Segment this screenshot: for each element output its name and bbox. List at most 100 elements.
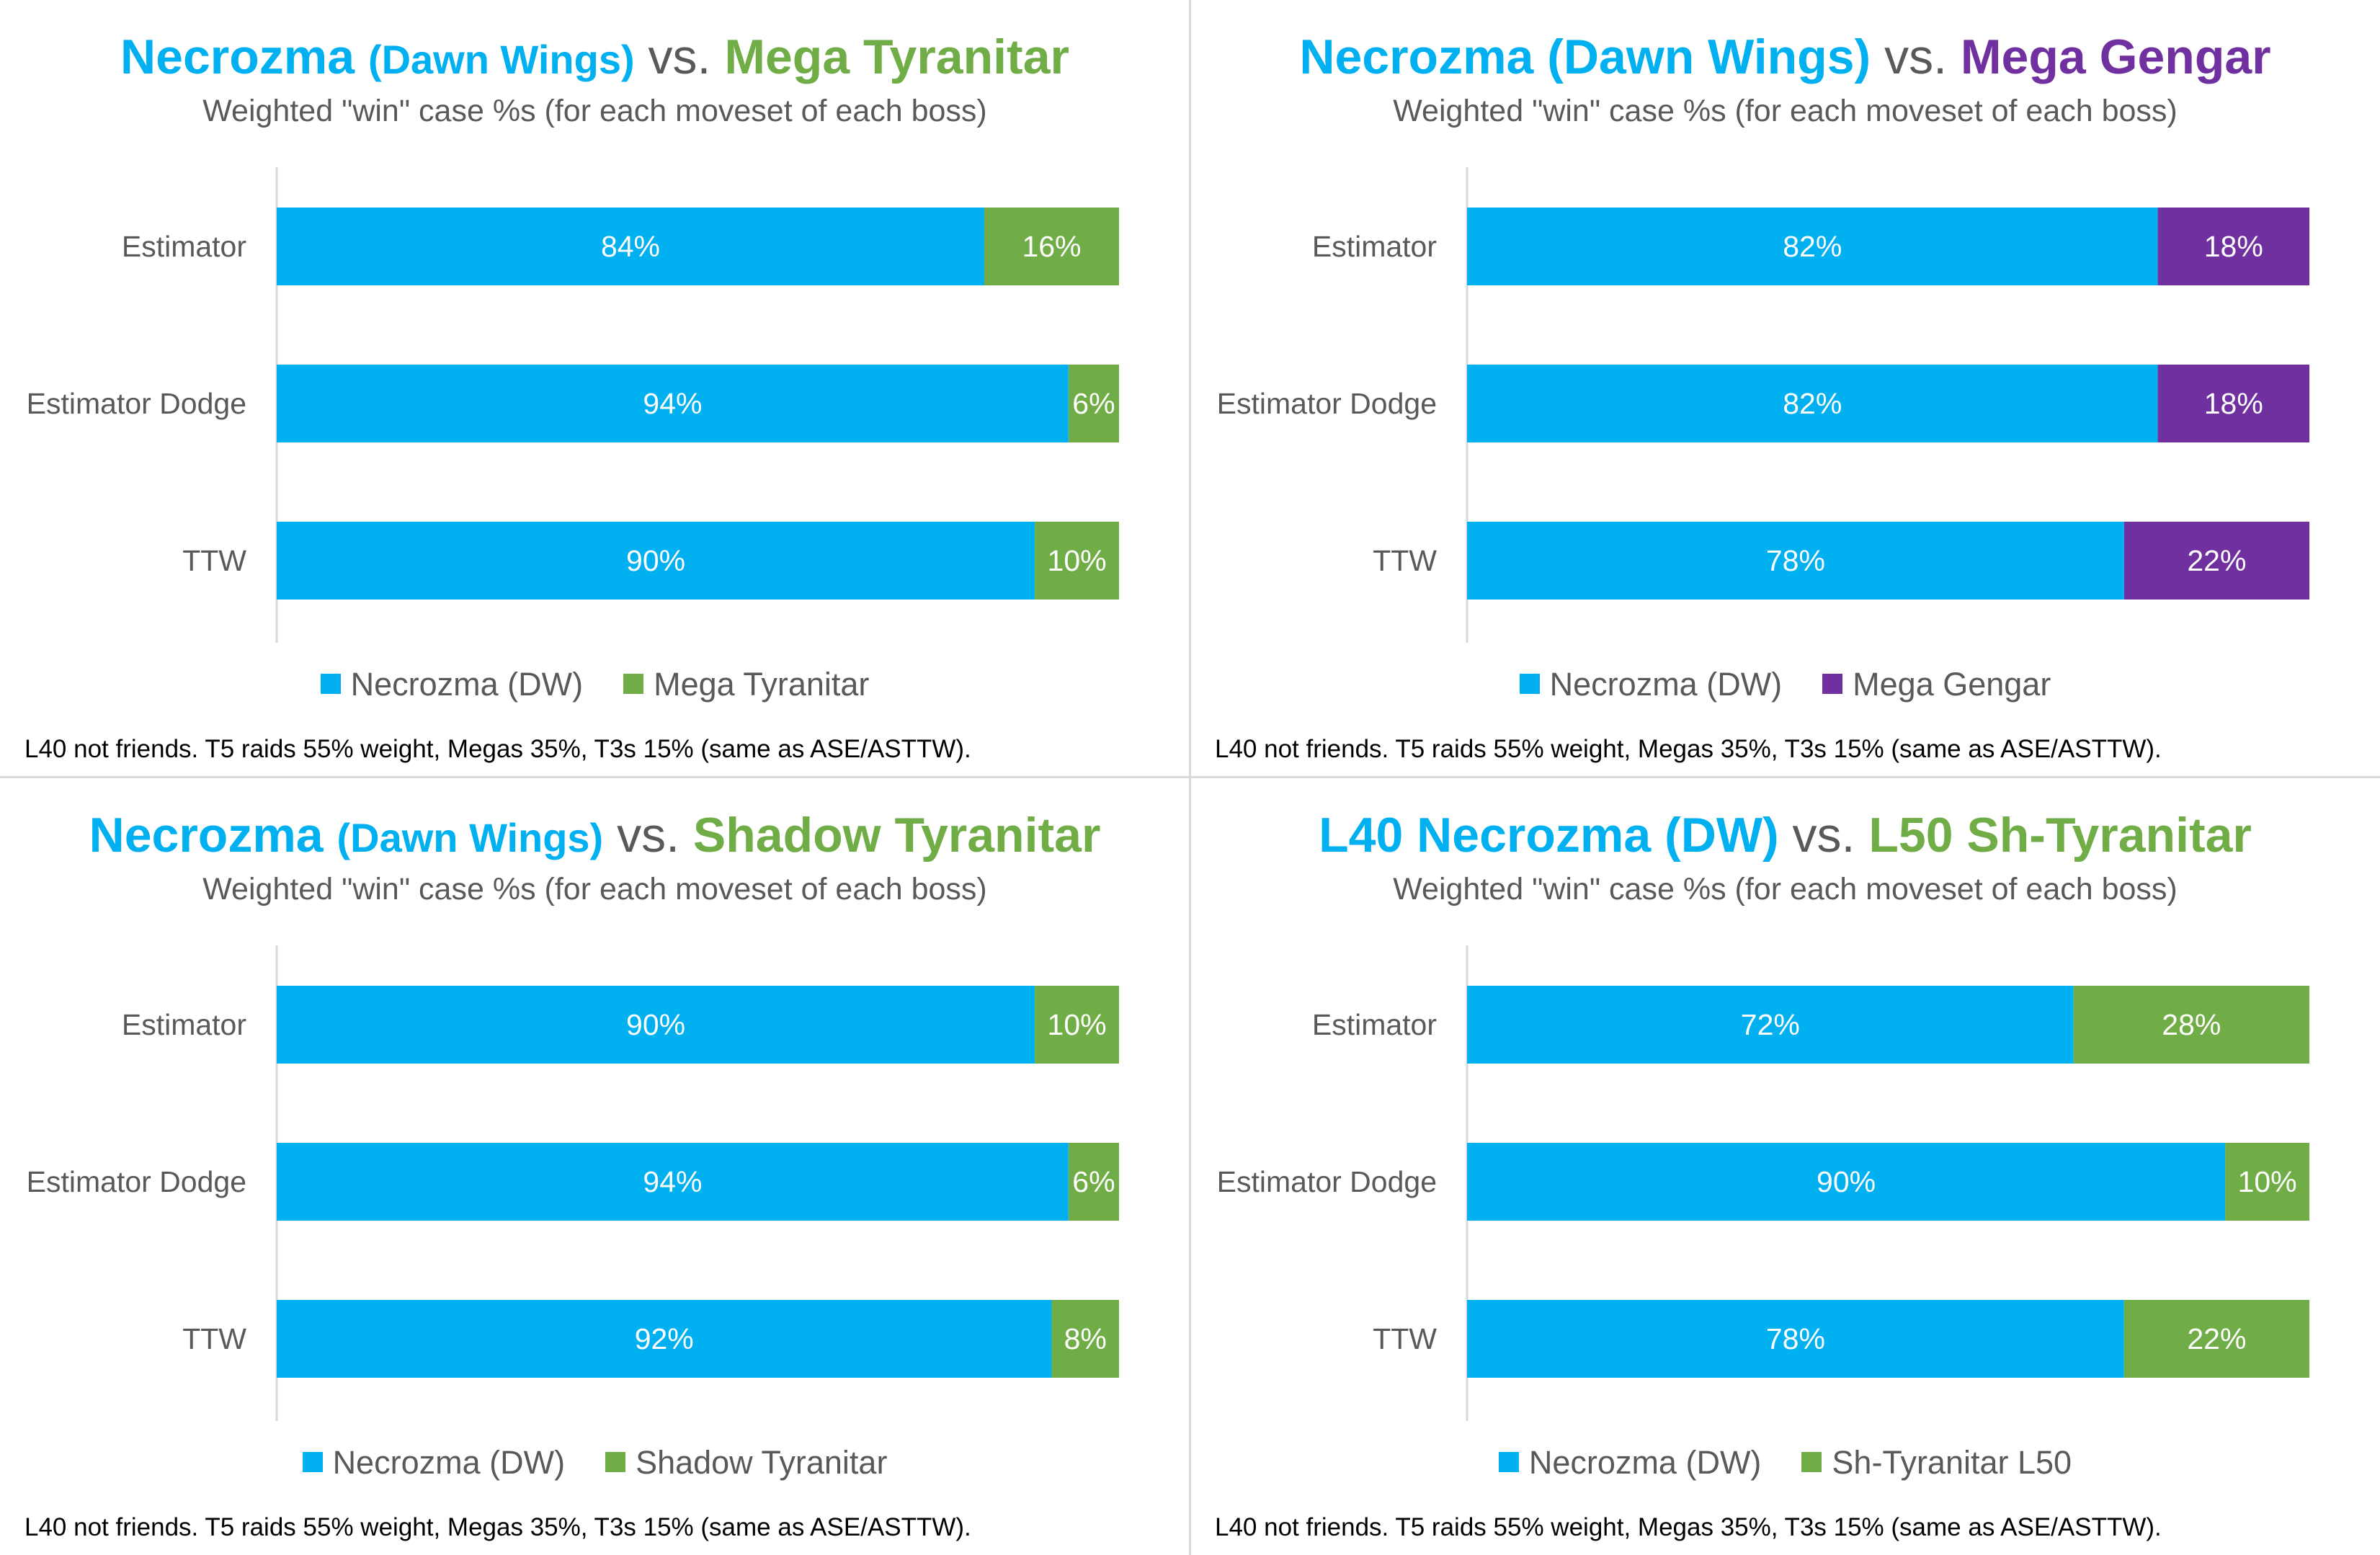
legend-label: Mega Tyranitar <box>654 666 870 703</box>
bar-segment <box>277 1143 1069 1221</box>
bar-segment <box>277 986 1035 1064</box>
chart-title-part: Necrozma <box>89 808 337 863</box>
data-label: 82% <box>1783 387 1842 420</box>
legend-label: Necrozma (DW) <box>1549 666 1783 703</box>
legend-swatch <box>1801 1452 1822 1473</box>
legend-item: Sh-Tyranitar L50 <box>1801 1444 2072 1482</box>
category-label: Estimator <box>1312 230 1437 263</box>
chart-legend: Necrozma (DW) Mega Tyranitar <box>0 666 1190 703</box>
chart-footnote: L40 not friends. T5 raids 55% weight, Me… <box>24 1513 971 1541</box>
chart-legend: Necrozma (DW) Shadow Tyranitar <box>0 1444 1190 1482</box>
data-label: 28% <box>2162 1008 2221 1041</box>
bar-segment <box>984 208 1119 285</box>
legend-label: Shadow Tyranitar <box>636 1444 888 1481</box>
legend-label: Necrozma (DW) <box>332 1444 566 1481</box>
chart-panel-necrozma-vs-mega-tyranitar: Necrozma (Dawn Wings) vs. Mega Tyranitar… <box>0 0 1190 777</box>
data-label: 94% <box>643 387 702 420</box>
data-label: 90% <box>1817 1165 1876 1198</box>
chart-panel-necrozma-vs-mega-gengar: Necrozma (Dawn Wings) vs. Mega Gengar Wei… <box>1190 0 2380 777</box>
legend-item: Necrozma (DW) <box>302 1444 566 1482</box>
chart-panel-necrozma-vs-shadow-tyranitar: Necrozma (Dawn Wings) vs. Shadow Tyranit… <box>0 778 1190 1555</box>
legend-swatch <box>320 674 341 695</box>
chart-title-part: L40 Necrozma (DW) <box>1319 808 1779 863</box>
category-label: TTW <box>182 1322 246 1355</box>
bar-segment <box>1467 986 2074 1064</box>
stacked-bar-chart: Estimator 82% 18% Estimator Dodge 82% 18% TTW 7… <box>1217 167 2309 643</box>
stacked-bar-chart: Estimator 84% 16% Estimator Dodge 94% 6% TTW 90… <box>27 167 1119 643</box>
legend-swatch <box>1822 674 1843 695</box>
bar-segment <box>1467 208 2158 285</box>
legend-swatch <box>302 1452 323 1473</box>
chart-footnote: L40 not friends. T5 raids 55% weight, Me… <box>24 735 971 763</box>
legend-item: Necrozma (DW) <box>320 666 583 703</box>
bar-segment <box>2123 522 2309 600</box>
legend-item: Mega Gengar <box>1822 666 2051 703</box>
category-label: TTW <box>182 544 246 577</box>
chart-subtitle: Weighted "win" case %s (for each moveset… <box>1393 94 2178 128</box>
category-label: Estimator <box>1312 1008 1437 1041</box>
bar-segment <box>1467 1143 2226 1221</box>
bar-segment <box>2225 1143 2309 1221</box>
data-label: 8% <box>1064 1322 1107 1355</box>
chart-subtitle: Weighted "win" case %s (for each moveset… <box>1393 872 2178 906</box>
data-label: 72% <box>1741 1008 1800 1041</box>
legend-item: Shadow Tyranitar <box>605 1444 887 1482</box>
legend-item: Necrozma (DW) <box>1519 666 1783 703</box>
category-label: Estimator <box>122 1008 246 1041</box>
legend-item: Necrozma (DW) <box>1498 1444 1761 1482</box>
category-label: Estimator Dodge <box>27 1165 246 1198</box>
data-label: 82% <box>1783 230 1842 263</box>
bar-segment <box>1467 522 2124 600</box>
bar-segment <box>277 522 1035 600</box>
data-label: 10% <box>2238 1165 2297 1198</box>
bar-segment <box>2123 1300 2309 1378</box>
data-label: 18% <box>2204 387 2263 420</box>
chart-title-part: vs. <box>1871 30 1961 84</box>
data-label: 22% <box>2187 544 2246 577</box>
bar-segment <box>1051 1300 1119 1378</box>
chart-title-part: Mega Tyranitar <box>724 30 1069 84</box>
chart-footnote: L40 not friends. T5 raids 55% weight, Me… <box>1215 1513 2162 1541</box>
chart-title: Necrozma (Dawn Wings) vs. Shadow Tyranit… <box>0 807 1190 863</box>
bar-segment <box>277 365 1069 442</box>
legend-item: Mega Tyranitar <box>623 666 869 703</box>
chart-subtitle: Weighted "win" case %s (for each moveset… <box>202 94 987 128</box>
chart-title-part: (Dawn Wings) <box>367 37 635 82</box>
chart-subtitle: Weighted "win" case %s (for each moveset… <box>202 872 987 906</box>
category-label: Estimator Dodge <box>1217 1165 1437 1198</box>
legend-label: Mega Gengar <box>1853 666 2051 703</box>
data-label: 22% <box>2187 1322 2246 1355</box>
data-label: 90% <box>626 544 685 577</box>
chart-title-part: Necrozma (Dawn Wings) <box>1299 30 1871 84</box>
chart-title-part: vs. <box>1778 808 1869 863</box>
chart-title: Necrozma (Dawn Wings) vs. Mega Gengar <box>1190 29 2380 85</box>
chart-title: Necrozma (Dawn Wings) vs. Mega Tyranitar <box>0 29 1190 85</box>
data-label: 92% <box>635 1322 694 1355</box>
bar-segment <box>2157 365 2309 442</box>
data-label: 94% <box>643 1165 702 1198</box>
data-label: 10% <box>1048 544 1107 577</box>
bar-segment <box>2073 986 2309 1064</box>
stacked-bar-chart: Estimator 72% 28% Estimator Dodge 90% 10% TTW 7… <box>1217 945 2309 1421</box>
category-label: TTW <box>1373 544 1437 577</box>
category-label: Estimator Dodge <box>1217 387 1437 420</box>
legend-swatch <box>1519 674 1540 695</box>
bar-segment <box>1467 1300 2124 1378</box>
chart-title-part: L50 Sh-Tyranitar <box>1868 808 2252 863</box>
chart-title-part: (Dawn Wings) <box>337 815 604 860</box>
bar-segment <box>277 1300 1052 1378</box>
bar-segment <box>2157 208 2309 285</box>
chart-legend: Necrozma (DW) Sh-Tyranitar L50 <box>1190 1444 2380 1482</box>
category-label: TTW <box>1373 1322 1437 1355</box>
chart-title-part: Shadow Tyranitar <box>692 808 1101 863</box>
data-label: 78% <box>1766 1322 1825 1355</box>
horizontal-divider <box>0 776 2380 778</box>
chart-title: L40 Necrozma (DW) vs. L50 Sh-Tyranitar <box>1190 807 2380 863</box>
bar-segment <box>1035 986 1119 1064</box>
category-label: Estimator Dodge <box>27 387 246 420</box>
data-label: 6% <box>1072 1165 1115 1198</box>
legend-swatch <box>623 674 644 695</box>
chart-title-part: Mega Gengar <box>1960 30 2271 84</box>
data-label: 90% <box>626 1008 685 1041</box>
